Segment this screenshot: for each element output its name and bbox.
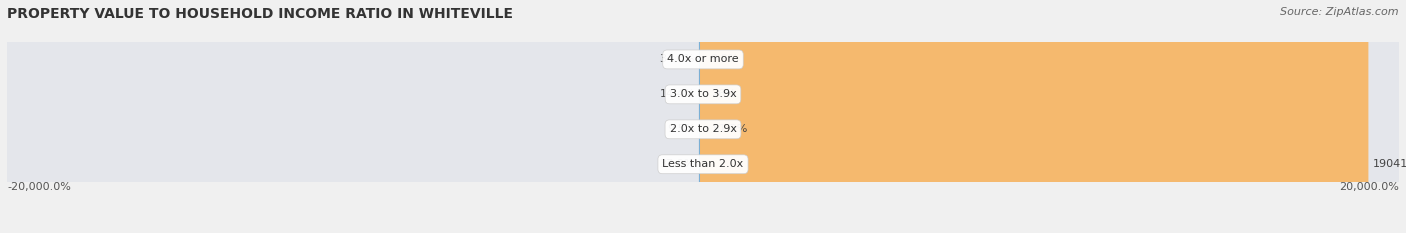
Text: 3.0x to 3.9x: 3.0x to 3.9x xyxy=(669,89,737,99)
Text: -20,000.0%: -20,000.0% xyxy=(7,182,70,192)
FancyBboxPatch shape xyxy=(699,0,706,233)
FancyBboxPatch shape xyxy=(700,0,1368,233)
Text: 51.2%: 51.2% xyxy=(711,124,747,134)
Text: 26%: 26% xyxy=(711,89,735,99)
Text: 37.9%: 37.9% xyxy=(659,159,695,169)
FancyBboxPatch shape xyxy=(699,0,706,233)
Text: 19041.7%: 19041.7% xyxy=(1372,159,1406,169)
Text: 14.4%: 14.4% xyxy=(659,89,696,99)
Text: 9.9%: 9.9% xyxy=(710,55,738,64)
FancyBboxPatch shape xyxy=(700,0,706,233)
FancyBboxPatch shape xyxy=(700,0,707,233)
Text: 9.5%: 9.5% xyxy=(668,124,696,134)
Text: 2.0x to 2.9x: 2.0x to 2.9x xyxy=(669,124,737,134)
FancyBboxPatch shape xyxy=(700,0,706,233)
Text: Source: ZipAtlas.com: Source: ZipAtlas.com xyxy=(1281,7,1399,17)
Text: Less than 2.0x: Less than 2.0x xyxy=(662,159,744,169)
Text: PROPERTY VALUE TO HOUSEHOLD INCOME RATIO IN WHITEVILLE: PROPERTY VALUE TO HOUSEHOLD INCOME RATIO… xyxy=(7,7,513,21)
FancyBboxPatch shape xyxy=(700,0,706,233)
Text: 34.0%: 34.0% xyxy=(659,55,695,64)
Text: 4.0x or more: 4.0x or more xyxy=(668,55,738,64)
Text: 20,000.0%: 20,000.0% xyxy=(1339,182,1399,192)
FancyBboxPatch shape xyxy=(700,0,707,233)
